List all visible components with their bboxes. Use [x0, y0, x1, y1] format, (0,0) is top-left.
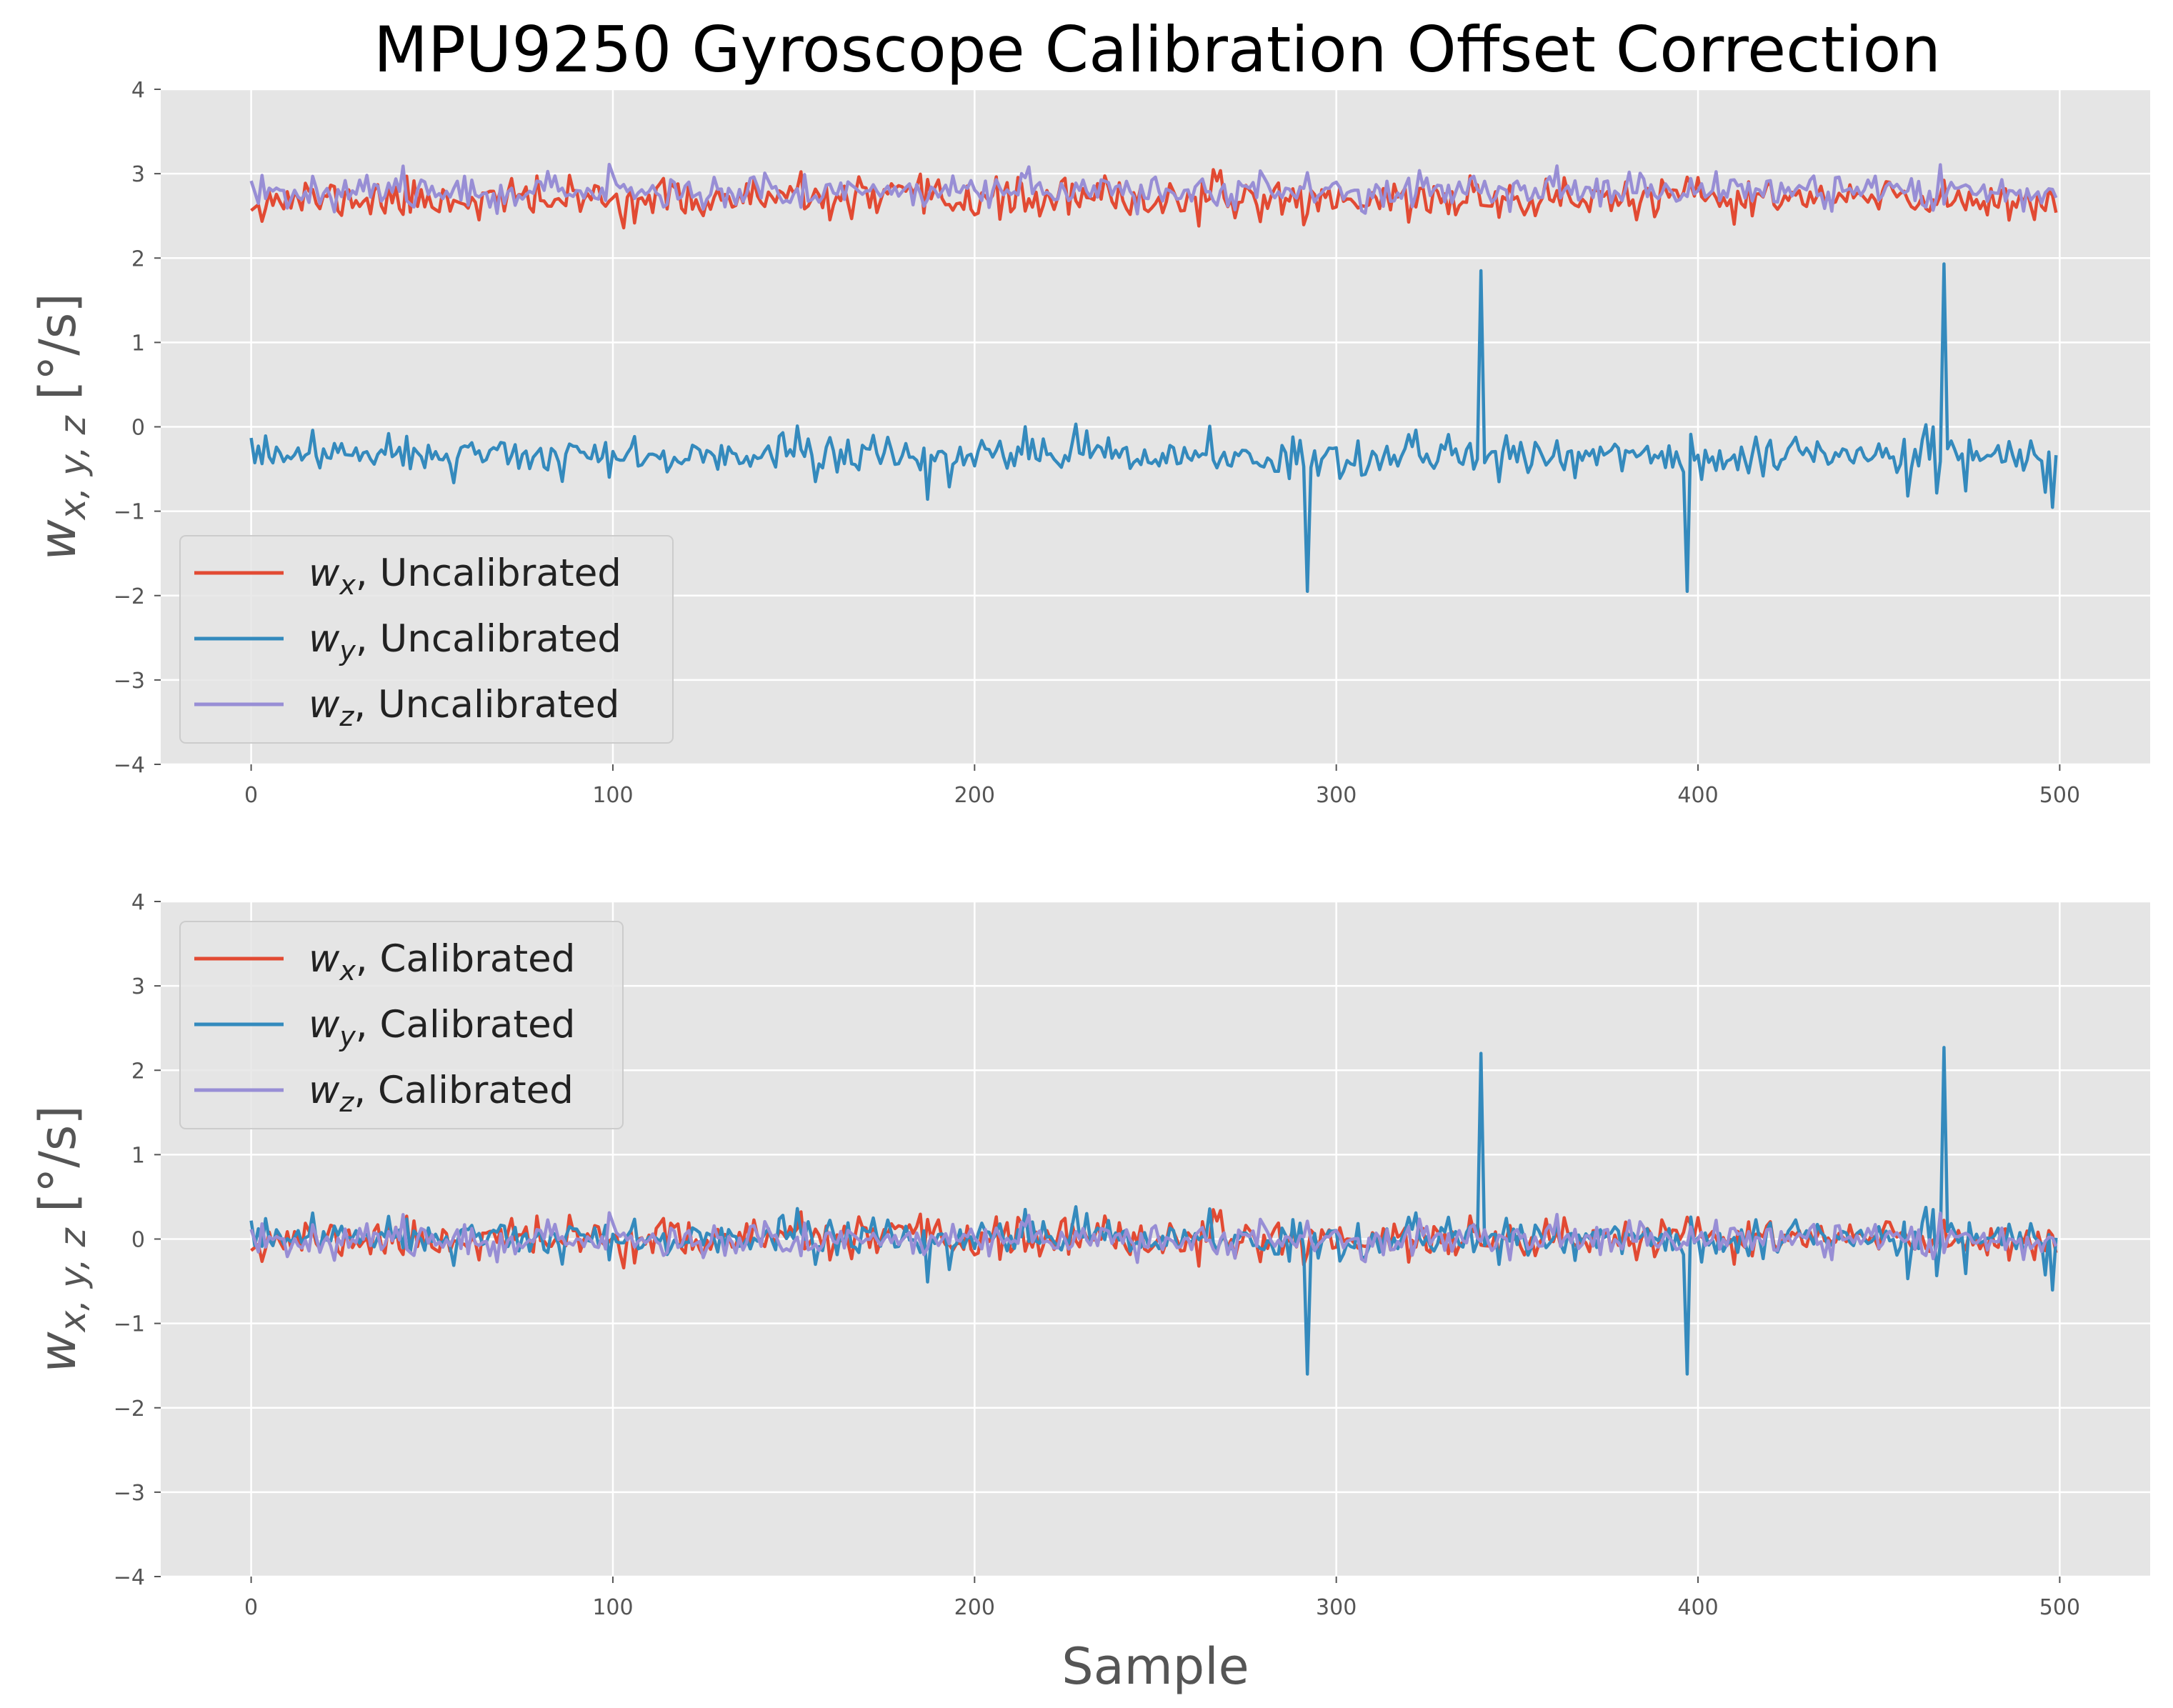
- legend-entry: wy, Calibrated: [309, 1003, 575, 1052]
- y-tick-label: 0: [131, 1228, 145, 1253]
- y-axis-label: wx, y, z [°/s]: [29, 1105, 94, 1372]
- y-tick-label: −2: [114, 1397, 145, 1422]
- legend-entry: wx, Uncalibrated: [309, 551, 621, 601]
- y-tick-label: 2: [131, 1059, 145, 1084]
- subplot-1: −4 −3 −2 −1 0 1 2 3 4 0 100 200 300 400 500 wx, y, z [°…: [29, 78, 2150, 808]
- x-tick-label: 100: [592, 783, 633, 808]
- legend-entry: wz, Calibrated: [309, 1069, 574, 1118]
- y-tick-label: 1: [131, 1143, 145, 1168]
- legend-entry: wy, Uncalibrated: [309, 617, 621, 666]
- x-tick-label: 400: [1677, 783, 1718, 808]
- x-axis-label: Sample: [1061, 1637, 1249, 1696]
- chart-title: MPU9250 Gyroscope Calibration Offset Cor…: [374, 13, 1941, 86]
- x-tick-label: 300: [1316, 1595, 1357, 1620]
- y-tick-label: 1: [131, 331, 145, 356]
- y-tick-label: −3: [114, 1481, 145, 1506]
- x-tick-label: 300: [1316, 783, 1357, 808]
- y-tick-label: −4: [114, 1565, 145, 1590]
- y-tick-label: 4: [131, 890, 145, 915]
- y-tick-label: −3: [114, 669, 145, 694]
- x-tick-label: 500: [2039, 783, 2080, 808]
- legend-entry: wz, Uncalibrated: [309, 683, 619, 732]
- series-line-wx: [250, 168, 2058, 230]
- x-tick-label: 100: [592, 1595, 633, 1620]
- series-line-wz: [249, 162, 2058, 216]
- x-tick-label: 200: [954, 783, 995, 808]
- x-tick-label: 400: [1677, 1595, 1718, 1620]
- y-tick-label: 3: [131, 974, 145, 999]
- y-tick-label: −2: [114, 584, 145, 609]
- y-tick-label: −1: [114, 1312, 145, 1337]
- subplot-2: −4 −3 −2 −1 0 1 2 3 4 0 100 200 300 400 500 wx, y, z [°…: [29, 890, 2150, 1696]
- y-tick-label: 4: [131, 78, 145, 103]
- legend: wx, Calibrated wy, Calibrated wz, Calibrat…: [179, 921, 624, 1129]
- x-tick-label: 500: [2039, 1595, 2080, 1620]
- legend: wx, Uncalibrated wy, Uncalibrated wz, Unca…: [179, 535, 674, 744]
- series-line-wz: [249, 1211, 2058, 1264]
- y-tick-label: −1: [114, 500, 145, 525]
- y-tick-label: 2: [131, 246, 145, 271]
- legend-box: [179, 921, 624, 1129]
- y-tick-label: 3: [131, 162, 145, 187]
- legend-entry: wx, Calibrated: [309, 937, 575, 987]
- legend-box: [179, 535, 674, 744]
- y-axis-label: wx, y, z [°/s]: [29, 293, 94, 560]
- x-tick-label: 200: [954, 1595, 995, 1620]
- x-tick-label: 0: [244, 1595, 258, 1620]
- y-tick-label: −4: [114, 753, 145, 778]
- x-tick-label: 0: [244, 783, 258, 808]
- y-tick-label: 0: [131, 416, 145, 441]
- series-line-wy: [249, 262, 2058, 594]
